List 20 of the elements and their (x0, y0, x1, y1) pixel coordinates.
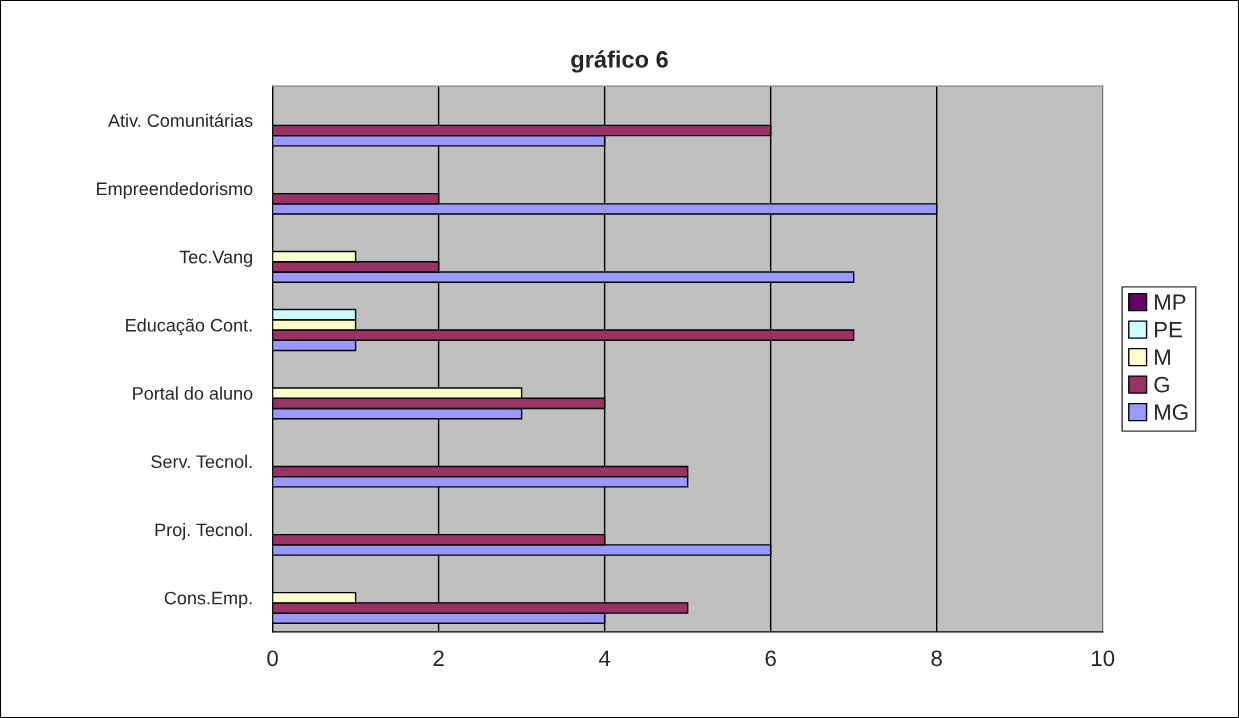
y-tick-label: Proj. Tecnol. (155, 522, 252, 540)
x-tick-label: 0 (267, 650, 278, 667)
legend-label: M (1155, 349, 1170, 365)
y-tick-label: Tec.Vang (179, 250, 252, 267)
chart-title: gráfico 6 (571, 50, 668, 73)
x-tick-label: 2 (433, 650, 444, 666)
y-tick-label: Serv. Tecnol. (151, 454, 252, 469)
y-tick-label: Cons.Emp. (164, 591, 252, 609)
x-tick-label: 8 (931, 650, 942, 667)
legend-label: MG (1155, 404, 1188, 421)
x-tick-label: 6 (765, 650, 776, 667)
x-tick-label: 4 (598, 650, 611, 666)
legend-label: PE (1155, 322, 1182, 338)
y-tick-label: Ativ. Comunitárias (108, 113, 253, 127)
y-tick-label: Empreendedorismo (97, 181, 253, 199)
x-tick-label: 10 (1092, 650, 1115, 667)
legend-label: MP (1155, 294, 1186, 310)
y-tick-label: Educação Cont. (126, 318, 252, 336)
y-tick-label: Portal do aluno (133, 386, 253, 400)
legend-label: G (1154, 376, 1169, 393)
